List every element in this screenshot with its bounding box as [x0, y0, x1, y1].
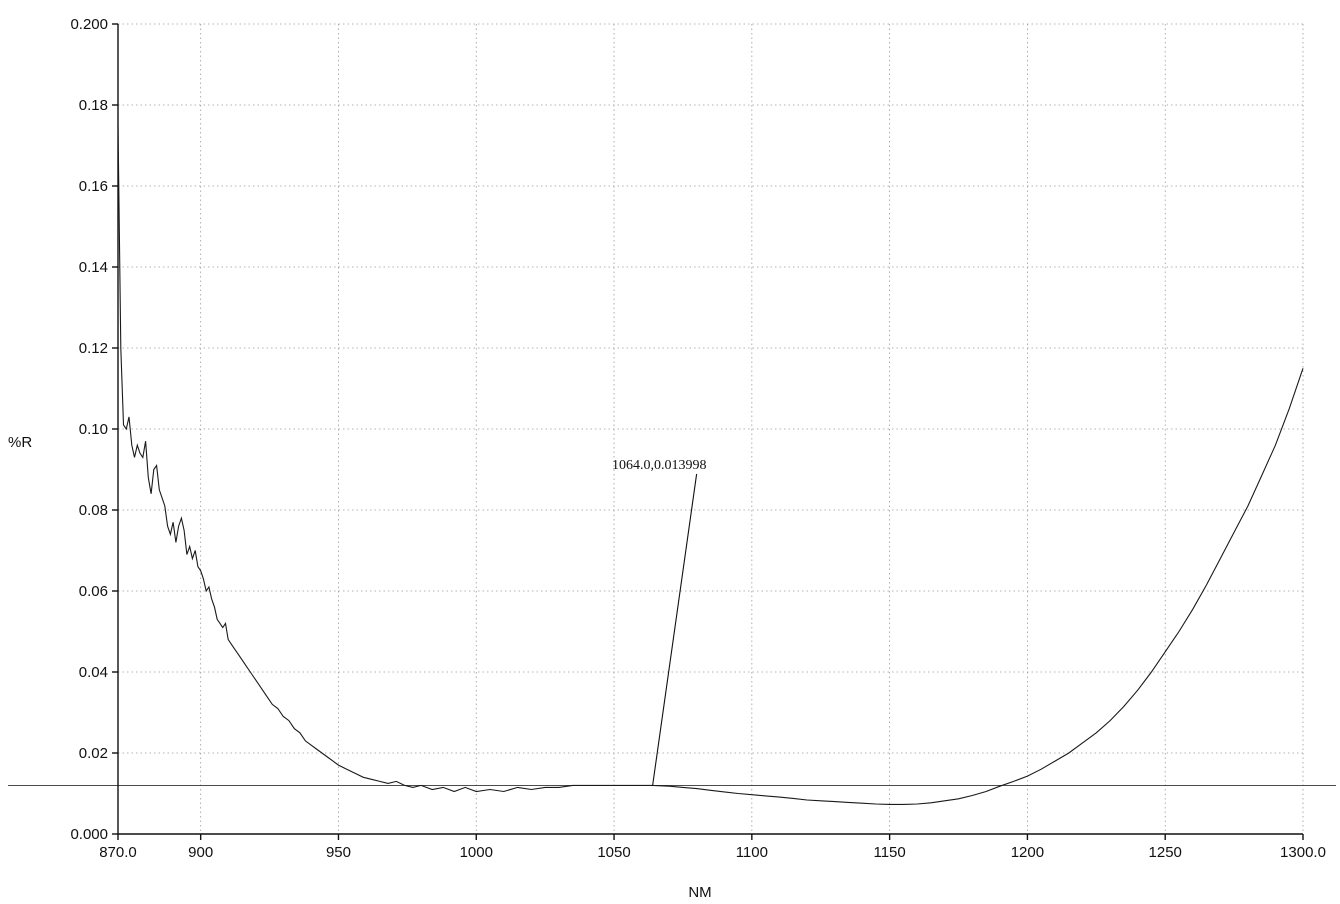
tick-labels: 870.0 900 950 1000 1050 1100 1150 1200 1250 1300.… [70, 16, 1325, 861]
y-tick-label: 0.10 [79, 421, 108, 438]
y-tick-label: 0.18 [79, 97, 108, 114]
x-tick-label: 1250 [1149, 844, 1182, 861]
y-tick-label: 0.000 [70, 826, 108, 843]
x-tick-label: 1100 [736, 844, 768, 861]
series-line [117, 125, 1304, 805]
x-tick-label: 1200 [1011, 844, 1044, 861]
y-tick-label: 0.200 [70, 16, 108, 33]
annotation-label: 1064.0,0.013998 [612, 458, 707, 473]
annotation-leader-line [652, 473, 698, 786]
y-tick-label: 0.12 [79, 340, 108, 357]
x-tick-label: 870.0 [99, 844, 137, 861]
x-tick-label: 1050 [597, 844, 630, 861]
y-tick-label: 0.02 [79, 745, 108, 762]
y-tick-label: 0.08 [79, 502, 108, 519]
x-tick-label: 1000 [460, 844, 493, 861]
y-tick-label: 0.14 [79, 259, 108, 276]
y-axis-title: %R [8, 434, 32, 451]
x-tick-label: 900 [188, 844, 213, 861]
grid-layer [118, 23, 1304, 834]
y-tick-label: 0.16 [79, 178, 108, 195]
axis-layer [112, 23, 1304, 840]
x-tick-label: 1150 [873, 844, 905, 861]
x-tick-label: 1300.0 [1280, 844, 1326, 861]
x-tick-label: 950 [326, 844, 351, 861]
y-tick-label: 0.06 [79, 583, 108, 600]
x-axis-title: NM [688, 884, 711, 901]
y-tick-label: 0.04 [79, 664, 108, 681]
